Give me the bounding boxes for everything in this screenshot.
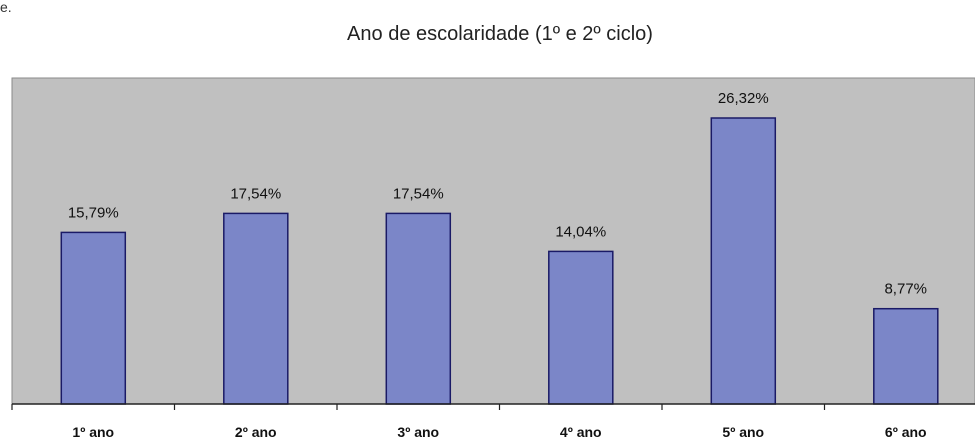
data-label-5: 26,32% (718, 90, 769, 107)
data-label-6: 8,77% (884, 281, 927, 298)
bar-3 (385, 212, 452, 405)
x-tick-label-3: 3º ano (397, 424, 439, 440)
top-fragment-text: e. (0, 0, 12, 15)
x-ticks-group (11, 404, 826, 410)
data-label-3: 17,54% (393, 185, 444, 202)
bars-group (60, 117, 939, 405)
bar-5 (710, 117, 777, 405)
x-tick-label-6: 6º ano (885, 424, 927, 440)
bar-1 (60, 231, 127, 405)
x-tick-label-4: 4º ano (560, 424, 602, 440)
data-label-4: 14,04% (555, 223, 606, 240)
x-tick-label-5: 5º ano (722, 424, 764, 440)
data-labels-group: 15,79% 17,54% 17,54% 14,04% 26,32% 8,77% (68, 90, 927, 298)
data-label-2: 17,54% (230, 185, 281, 202)
x-tick-label-1: 1º ano (72, 424, 114, 440)
x-tick-labels-group: 1º ano 2º ano 3º ano 4º ano 5º ano 6º ano (72, 424, 926, 440)
bar-2 (223, 212, 289, 405)
plot-area (11, 77, 975, 405)
x-tick-label-2: 2º ano (235, 424, 277, 440)
chart-title: Ano de escolaridade (1º e 2º ciclo) (347, 23, 653, 45)
data-label-1: 15,79% (68, 204, 119, 221)
bar-4 (548, 250, 614, 405)
bar-6 (873, 307, 939, 405)
